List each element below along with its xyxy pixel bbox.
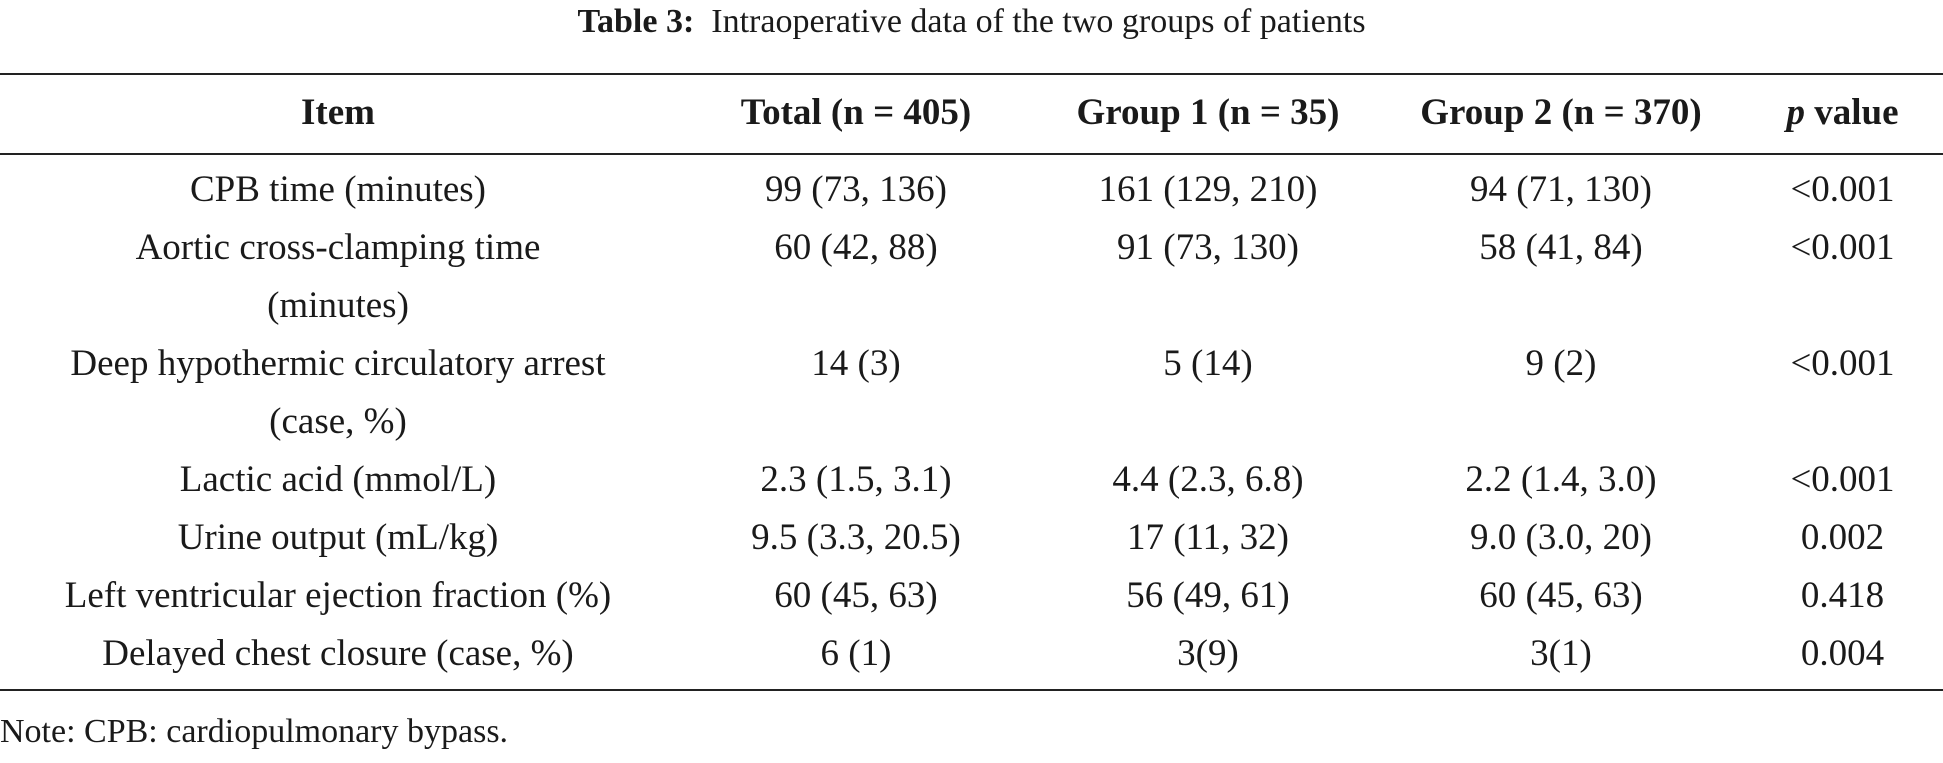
cell-total: 6 (1) — [676, 625, 1036, 691]
cell-p-value: <0.001 — [1790, 343, 1895, 384]
cell-p-value: 0.418 — [1800, 575, 1885, 616]
table-header-row: Item Total (n = 405) Group 1 (n = 35) Gr… — [0, 73, 1943, 155]
cell-group2: 60 (45, 63) — [1479, 575, 1643, 616]
cell-item: Deep hypothermic circulatory arrest (case… — [0, 335, 676, 451]
cell-total: 60 (42, 88) — [774, 227, 938, 268]
cell-group2: 3(1) — [1380, 625, 1742, 691]
table-row: Deep hypothermic circulatory arrest (case… — [0, 335, 1943, 451]
cell-p-value: <0.001 — [1790, 459, 1895, 500]
header-group1: Group 1 (n = 35) — [1036, 73, 1380, 155]
table-row: Urine output (mL/kg) 9.5 (3.3, 20.5) 17 … — [0, 509, 1943, 567]
cell-group1: 161 (129, 210) — [1098, 169, 1318, 210]
cell-total: 99 (73, 136) — [765, 169, 947, 210]
caption-label: Table 3: — [577, 3, 695, 40]
cell-p-value: <0.001 — [1790, 227, 1895, 268]
cell-group1: 91 (73, 130) — [1117, 227, 1299, 268]
cell-p-value: <0.001 — [1790, 169, 1895, 210]
cell-p-value: 0.004 — [1742, 625, 1943, 691]
caption-title: Intraoperative data of the two groups of… — [711, 3, 1366, 40]
header-total: Total (n = 405) — [676, 73, 1036, 155]
cell-item: Left ventricular ejection fraction (%) — [64, 575, 612, 616]
intraoperative-data-table: Item Total (n = 405) Group 1 (n = 35) Gr… — [0, 73, 1943, 691]
header-p-letter: p — [1786, 92, 1805, 133]
header-p-suffix: value — [1804, 92, 1899, 133]
cell-group2: 58 (41, 84) — [1479, 227, 1643, 268]
table-caption: Table 3: Intraoperative data of the two … — [0, 0, 1943, 52]
table-row: CPB time (minutes) 99 (73, 136) 161 (129… — [0, 154, 1943, 219]
cell-item-line-2: (case, %) — [269, 401, 407, 442]
cell-group1: 3(9) — [1036, 625, 1380, 691]
table-row: Delayed chest closure (case, %) 6 (1) 3(… — [0, 625, 1943, 691]
cell-item-line-1: Deep hypothermic circulatory arrest — [70, 343, 606, 384]
cell-group1: 5 (14) — [1163, 343, 1253, 384]
cell-item-line-1: Aortic cross-clamping time — [135, 227, 541, 268]
cell-p-value: 0.002 — [1800, 517, 1885, 558]
cell-group1: 4.4 (2.3, 6.8) — [1112, 459, 1304, 500]
cell-group2: 2.2 (1.4, 3.0) — [1465, 459, 1657, 500]
header-group2: Group 2 (n = 370) — [1380, 73, 1742, 155]
cell-total: 14 (3) — [811, 343, 901, 384]
cell-total: 9.5 (3.3, 20.5) — [751, 517, 961, 558]
cell-group2: 9 (2) — [1525, 343, 1597, 384]
cell-group1: 17 (11, 32) — [1126, 517, 1290, 558]
cell-item: CPB time (minutes) — [190, 169, 486, 210]
header-p-value: p value — [1742, 73, 1943, 155]
table-row: Left ventricular ejection fraction (%) 6… — [0, 567, 1943, 625]
cell-item: Urine output (mL/kg) — [177, 517, 499, 558]
cell-item: Lactic acid (mmol/L) — [179, 459, 497, 500]
cell-item: Aortic cross-clamping time (minutes) — [0, 219, 676, 335]
cell-group2: 9.0 (3.0, 20) — [1470, 517, 1652, 558]
cell-total: 60 (45, 63) — [774, 575, 938, 616]
table-row: Aortic cross-clamping time (minutes) 60 (… — [0, 219, 1943, 335]
table-row: Lactic acid (mmol/L) 2.3 (1.5, 3.1) 4.4 … — [0, 451, 1943, 509]
cell-total: 2.3 (1.5, 3.1) — [760, 459, 952, 500]
header-item: Item — [0, 73, 676, 155]
cell-group1: 56 (49, 61) — [1126, 575, 1290, 616]
cell-item-line-2: (minutes) — [267, 285, 409, 326]
table-note: Note: CPB: cardiopulmonary bypass. — [0, 713, 509, 750]
cell-group2: 94 (71, 130) — [1470, 169, 1652, 210]
cell-item: Delayed chest closure (case, %) — [0, 625, 676, 691]
